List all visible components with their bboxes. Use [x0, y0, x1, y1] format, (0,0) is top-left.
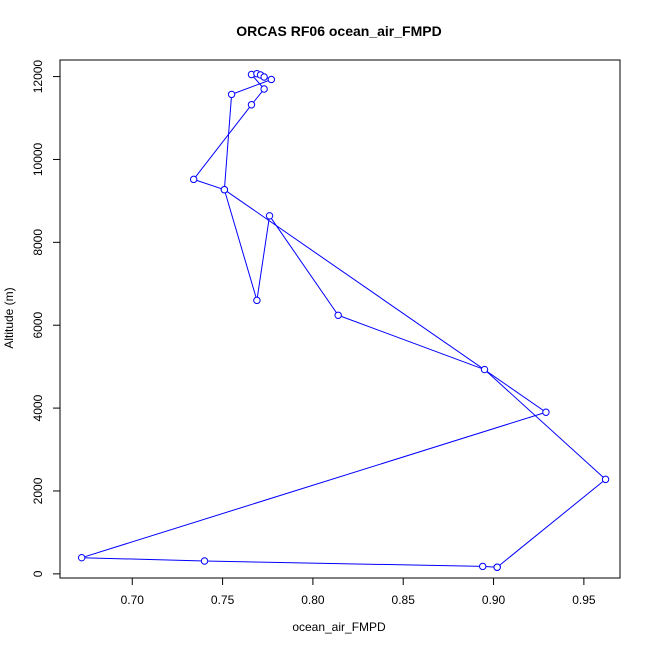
series-line-segment	[256, 215, 271, 301]
series-line-segment	[269, 215, 339, 316]
y-tick-label: 0	[31, 570, 45, 577]
data-point	[265, 212, 274, 220]
series-line-segment	[223, 189, 258, 301]
x-axis-label: ocean_air_FMPD	[292, 620, 386, 634]
chart-title: ORCAS RF06 ocean_air_FMPD	[236, 23, 441, 39]
y-tick-label: 4000	[31, 394, 45, 421]
data-point	[542, 408, 550, 416]
series-line-segment	[496, 478, 606, 568]
series-line-segment	[193, 104, 252, 180]
data-point	[479, 562, 487, 571]
data-point	[260, 85, 268, 93]
data-point	[601, 475, 610, 484]
y-tick-label: 12000	[31, 60, 45, 94]
series-line-segment	[484, 369, 606, 480]
series-line-segment	[81, 557, 205, 562]
data-point	[493, 563, 501, 571]
data-point	[253, 296, 261, 305]
x-tick-label: 0.75	[211, 593, 235, 607]
x-tick-label: 0.85	[392, 593, 416, 607]
x-tick-label: 0.70	[121, 593, 145, 607]
series-line-segment	[223, 94, 233, 190]
series-line-segment	[224, 189, 547, 413]
y-tick-label: 2000	[31, 477, 45, 504]
data-point	[260, 73, 268, 81]
series-line-segment	[193, 178, 225, 191]
series-layer	[77, 69, 610, 571]
data-point	[189, 175, 198, 184]
data-point	[77, 553, 86, 562]
y-axis: 0 2000 4000 6000 8000 10000 12000	[31, 60, 61, 577]
data-point	[334, 311, 342, 319]
data-point	[220, 186, 229, 194]
series-line-segment	[231, 79, 272, 95]
data-point	[480, 365, 489, 374]
data-point	[267, 75, 276, 84]
data-point	[200, 557, 209, 565]
series-line-segment	[81, 411, 547, 559]
y-tick-label: 8000	[31, 229, 45, 256]
y-tick-label: 10000	[31, 142, 45, 176]
x-tick-label: 0.80	[301, 593, 325, 607]
y-axis-label: Altitude (m)	[2, 287, 16, 348]
series-line-segment	[338, 314, 485, 371]
x-tick-label: 0.90	[482, 593, 506, 607]
series-line-segment	[204, 560, 483, 567]
data-point	[247, 101, 256, 109]
plot-frame	[59, 59, 621, 579]
x-axis: 0.70 0.75 0.80 0.85 0.90 0.95	[121, 577, 596, 607]
y-tick-label: 6000	[31, 312, 45, 339]
data-point	[227, 90, 236, 99]
x-tick-label: 0.95	[572, 593, 596, 607]
